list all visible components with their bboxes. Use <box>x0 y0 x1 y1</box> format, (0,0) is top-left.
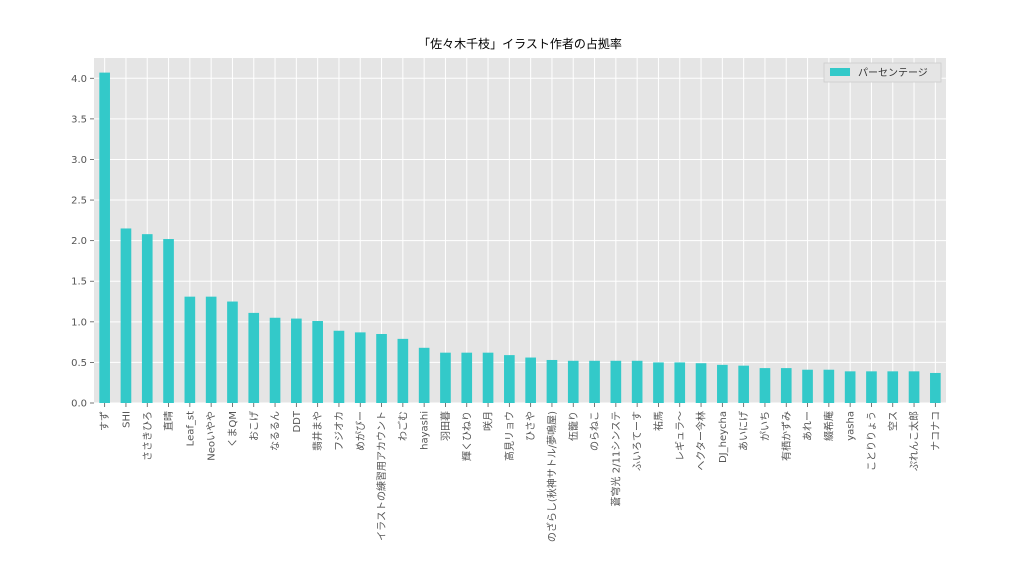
x-tick-label: なるるん <box>270 411 282 451</box>
bar <box>738 365 749 403</box>
bar <box>141 234 153 403</box>
x-tick-label: のらねこ <box>589 411 601 451</box>
x-tick-label: がいち <box>758 411 771 441</box>
x-tick-label: 翡井まや <box>311 411 324 451</box>
bar <box>695 363 707 403</box>
bar <box>717 364 728 403</box>
x-tick-label: 咲月 <box>482 411 495 431</box>
x-tick-label: 直晴 <box>162 411 175 431</box>
x-tick-label: すず <box>99 411 111 431</box>
bar <box>440 352 451 403</box>
bars-group <box>99 72 941 404</box>
chart-title: 「佐々木千枝」イラスト作者の占拠率 <box>418 36 622 51</box>
y-tick-label: 3.0 <box>71 155 87 166</box>
bar <box>759 368 771 403</box>
bar <box>887 371 899 403</box>
x-tick-label: のざらし(秋神サトル/夢鳴屋) <box>545 411 558 542</box>
x-tick-label: 空ス <box>886 411 899 431</box>
bar <box>546 359 558 403</box>
bar <box>248 312 260 403</box>
y-tick-label: 4.0 <box>71 74 87 85</box>
bar <box>930 372 941 403</box>
bar <box>205 296 217 403</box>
y-tick-label: 0.0 <box>71 399 87 410</box>
bar <box>163 239 174 403</box>
x-tick-label: めがびー <box>354 411 367 451</box>
x-tick-label: 有栖かずみ <box>780 411 793 461</box>
x-tick-label: ささきひろ <box>142 411 154 461</box>
x-tick-label: 羽田暮 <box>439 411 452 441</box>
x-tick-label: ことりりょう <box>866 411 878 471</box>
bar <box>823 369 835 403</box>
x-tick-label: あれー <box>802 411 814 441</box>
bar <box>504 355 515 403</box>
x-tick-label: くまQM <box>227 411 239 448</box>
x-tick-label: イラストの練習用アカウント <box>375 411 388 541</box>
x-tick-label: わごむ <box>396 411 409 441</box>
x-tick-label: ふいろてーす <box>632 411 644 471</box>
x-tick-label: 高見リョウ <box>503 411 516 461</box>
y-tick-label: 3.5 <box>71 114 87 125</box>
x-tick-label: DDT <box>292 410 303 432</box>
bar <box>269 317 281 403</box>
x-tick-label: Neoいやや <box>206 411 218 461</box>
x-tick-label: フジオカ <box>333 411 345 451</box>
bar <box>589 360 600 403</box>
x-tick-label: 伍籠り <box>567 411 580 441</box>
x-tick-label: 綴希庵 <box>822 411 835 441</box>
bar <box>312 321 323 403</box>
y-tick-label: 1.0 <box>71 317 87 328</box>
x-tick-label: SHI <box>121 411 132 428</box>
y-tick-label: 2.5 <box>71 196 87 207</box>
bar <box>780 368 792 403</box>
legend-box <box>823 62 942 83</box>
x-tick-label: Leaf_st <box>185 411 196 446</box>
bar <box>802 369 813 403</box>
x-tick-label: 祐馬 <box>652 411 665 431</box>
x-tick-label: ナコナコ <box>930 411 942 451</box>
bar <box>120 228 132 403</box>
x-tick-label: ぷれんこ太郎 <box>908 411 921 471</box>
x-tick-label: DJ_heycha <box>718 411 729 463</box>
bar <box>866 371 877 403</box>
bar <box>482 352 494 403</box>
x-tick-label: ヘクター今林 <box>695 411 708 471</box>
x-tick-label: おこげ <box>248 411 260 441</box>
legend-label: パーセンテージ <box>858 67 928 79</box>
bar <box>461 352 473 403</box>
x-tick-label: hayashi <box>420 411 431 450</box>
x-tick-label: 輝くひねり <box>461 411 473 461</box>
x-tick-label: レギュラ～ <box>674 411 686 461</box>
bar <box>99 72 110 404</box>
x-tick-label: 蒼穹光 2/11シンステ <box>609 411 622 506</box>
bar <box>333 330 345 403</box>
bar <box>674 362 686 403</box>
bar <box>525 357 536 403</box>
bar <box>184 296 196 403</box>
x-axis-ticks: すず SHI ささきひろ 直晴 Leaf_st Neoいやや くまQM おこげ なるるん DDT 翡… <box>99 403 942 542</box>
bar <box>376 334 387 403</box>
y-tick-label: 1.5 <box>71 277 87 288</box>
bar <box>567 360 579 403</box>
y-tick-label: 2.0 <box>71 236 87 247</box>
y-axis-ticks: 0.0 0.5 1.0 1.5 2.0 2.5 3.0 3.5 4.0 <box>71 74 94 410</box>
bar <box>653 362 664 403</box>
bar <box>610 360 622 403</box>
bar <box>227 301 238 403</box>
bar <box>844 371 856 403</box>
bar <box>291 318 302 403</box>
x-tick-label: ひさや <box>525 411 537 441</box>
bar <box>908 371 920 403</box>
y-tick-label: 0.5 <box>71 358 87 369</box>
plot-background <box>94 58 946 403</box>
legend: パーセンテージ <box>823 62 942 83</box>
bar <box>354 332 366 403</box>
x-tick-label: あいにげ <box>738 411 750 451</box>
bar <box>418 347 430 403</box>
legend-swatch <box>830 68 850 76</box>
bar <box>631 360 643 403</box>
bar <box>397 338 409 403</box>
x-tick-label: yasha <box>846 411 857 441</box>
